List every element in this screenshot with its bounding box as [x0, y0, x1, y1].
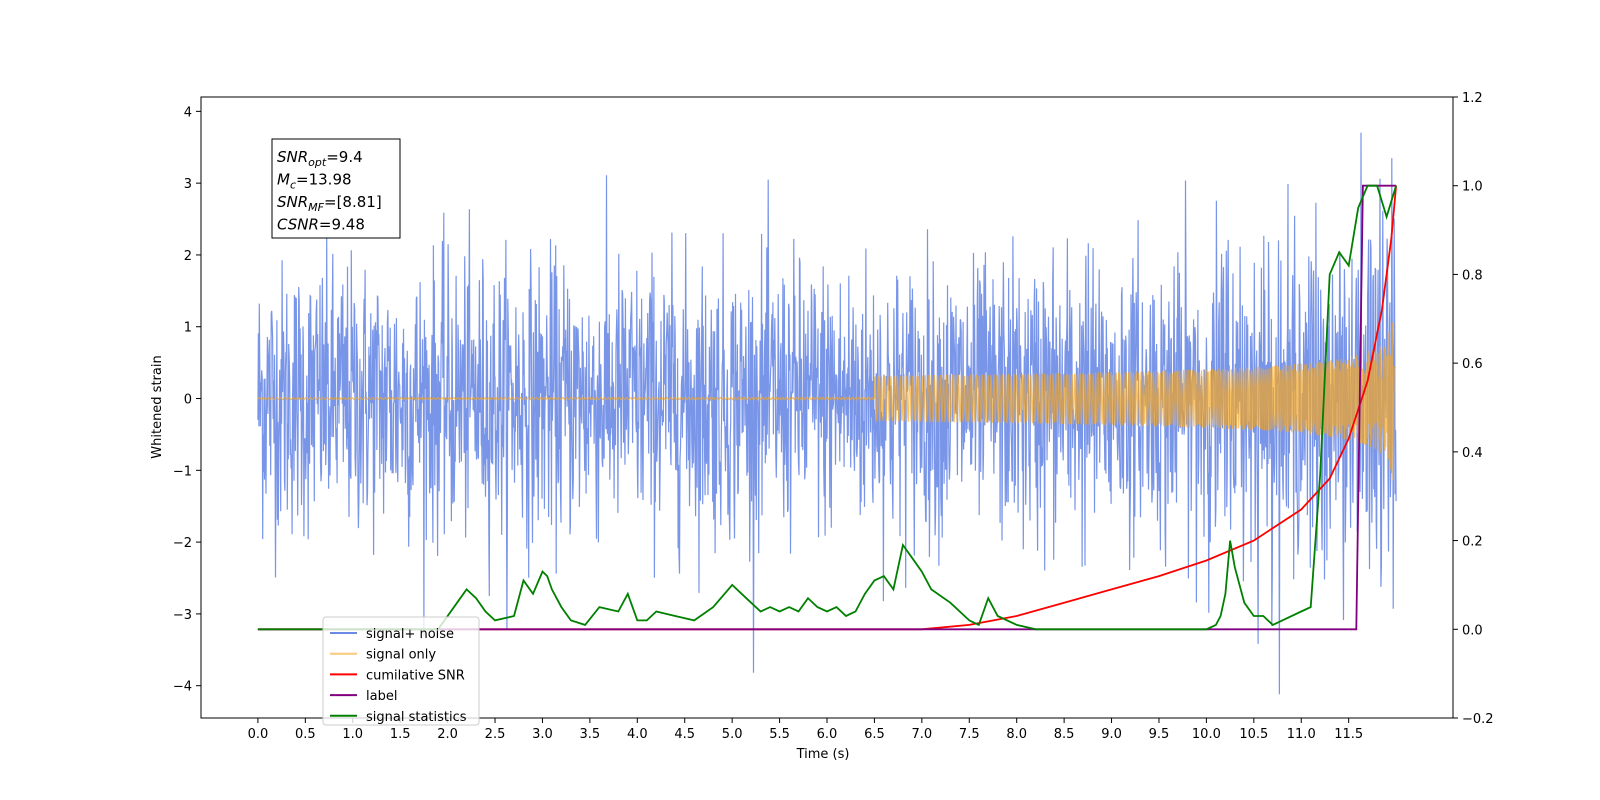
x-tick-label: 5.5	[769, 727, 790, 742]
x-tick-label: 0.5	[295, 727, 316, 742]
legend-label: signal statistics	[366, 710, 467, 725]
legend-label: cumilative SNR	[366, 668, 465, 683]
y-tick-label: −1	[173, 464, 192, 479]
y2-tick-label: 0.2	[1462, 535, 1483, 550]
y-axis-label: Whitened strain	[150, 355, 165, 458]
y-tick-label: −3	[173, 608, 192, 623]
x-ticks: 0.0 0.5 1.0 1.5 2.0 2.5 3.0 3.5 4.0 4.5 5.0 5.5 6.0 6…	[248, 718, 1363, 742]
x-tick-label: 10.5	[1239, 727, 1268, 742]
x-tick-label: 3.5	[580, 727, 601, 742]
legend-label: label	[366, 689, 397, 704]
y2-tick-label: 0.0	[1462, 623, 1483, 638]
legend-frame	[322, 616, 480, 726]
x-tick-label: 11.0	[1287, 727, 1316, 742]
y-ticks: 4 3 2 1 0 −1 −2 −3 −4	[173, 105, 201, 695]
x-tick-label: 10.0	[1192, 727, 1221, 742]
y2-tick-label: 0.8	[1462, 268, 1483, 283]
y2-tick-label: −0.2	[1462, 712, 1494, 727]
x-tick-label: 9.0	[1101, 727, 1122, 742]
x-tick-label: 0.0	[248, 727, 269, 742]
series-line-label	[257, 184, 1397, 631]
series-layer	[257, 132, 1397, 695]
x-tick-label: 5.0	[722, 727, 743, 742]
y2-tick-label: 1.0	[1462, 180, 1483, 195]
series-line-signal-noise	[257, 132, 1397, 695]
x-tick-label: 1.5	[390, 727, 411, 742]
x-tick-label: 6.0	[817, 727, 838, 742]
info-line: CSNR=9.48	[277, 216, 365, 234]
y-tick-label: −4	[173, 680, 192, 695]
y2-ticks: 1.2 1.0 0.8 0.6 0.4 0.2 0.0 −0.2	[1453, 91, 1494, 727]
series-line-signal-statistics	[257, 184, 1397, 631]
y-tick-label: 2	[184, 249, 192, 264]
x-axis-label: Time (s)	[796, 747, 850, 762]
y2-tick-label: 0.6	[1462, 357, 1483, 372]
y-tick-label: 4	[184, 105, 192, 120]
y-tick-label: −2	[173, 536, 192, 551]
y-tick-label: 0	[184, 393, 192, 408]
x-tick-label: 8.0	[1006, 727, 1027, 742]
info-box-frame	[271, 138, 401, 239]
x-tick-label: 3.0	[532, 727, 553, 742]
x-tick-label: 6.5	[864, 727, 885, 742]
x-tick-label: 7.0	[912, 727, 933, 742]
x-tick-label: 2.0	[437, 727, 458, 742]
x-tick-label: 9.5	[1149, 727, 1170, 742]
x-tick-label: 7.5	[959, 727, 980, 742]
legend: signal+ noise signal only cumilative SNR la…	[322, 616, 480, 726]
x-tick-label: 4.5	[674, 727, 695, 742]
x-tick-label: 4.0	[627, 727, 648, 742]
info-line: SNRMF=[8.81]	[277, 193, 382, 214]
y2-tick-label: 0.4	[1462, 446, 1483, 461]
y2-tick-label: 1.2	[1462, 91, 1483, 106]
legend-label: signal only	[366, 648, 436, 663]
legend-items: signal+ noise signal only cumilative SNR la…	[330, 627, 467, 725]
x-tick-label: 2.5	[485, 727, 506, 742]
y-tick-label: 1	[184, 321, 192, 336]
x-tick-label: 1.0	[342, 727, 363, 742]
y-tick-label: 3	[184, 177, 192, 192]
info-line: SNRopt=9.4	[277, 148, 363, 169]
series-line-signal-only	[257, 322, 1397, 481]
x-tick-label: 8.5	[1054, 727, 1075, 742]
info-line: Mc=13.98	[277, 171, 352, 192]
legend-label: signal+ noise	[366, 627, 454, 642]
x-tick-label: 11.5	[1334, 727, 1363, 742]
